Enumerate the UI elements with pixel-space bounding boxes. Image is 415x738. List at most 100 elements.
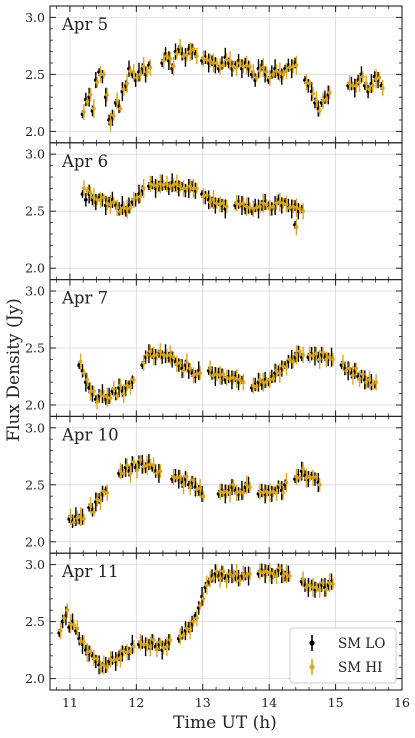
data-point [291,359,296,364]
data-point [277,566,282,570]
data-point [350,83,355,88]
data-point [115,205,120,210]
data-point [244,482,249,487]
data-point [327,355,332,360]
data-point [115,657,120,662]
data-point [327,580,332,585]
data-point [317,482,322,487]
data-point [171,474,176,479]
data-point [357,376,362,381]
data-point [364,81,369,86]
data-point [248,205,252,210]
data-point [364,380,369,385]
data-point [254,75,259,80]
data-point [65,608,70,613]
y-tick-label: 2.5 [25,614,45,629]
data-point [181,633,186,638]
data-point [145,70,149,75]
data-point [208,366,212,371]
data-point [271,204,276,209]
data-point [82,640,86,645]
data-point [271,376,276,381]
data-point [297,349,302,354]
data-point [168,56,173,61]
data-point [131,378,136,382]
panel-2: 2.0 2.5 3.0 Apr 6 [25,142,403,281]
data-point [291,64,296,69]
data-point [82,517,86,521]
data-point [307,81,312,86]
data-point [304,585,309,590]
data-point [191,373,196,378]
data-point [267,490,272,495]
data-point [151,183,156,187]
data-point [161,58,166,63]
data-point [178,474,183,479]
data-point [184,626,189,631]
data-point [72,520,76,525]
data-point [128,384,133,389]
data-point [91,510,96,515]
data-point [184,53,189,57]
data-point [271,489,276,494]
panel-label: Apr 5 [61,15,108,34]
data-point [188,184,193,189]
data-point [118,469,123,474]
data-point [284,365,289,370]
data-point [188,485,193,489]
data-point [158,349,163,354]
data-point [131,70,136,75]
data-point [194,616,199,621]
data-point [148,349,153,354]
data-point [287,574,292,578]
data-point [317,357,322,362]
data-point [108,120,113,125]
data-point [224,57,229,62]
data-point [111,200,116,204]
panel-label: Apr 6 [61,152,108,171]
data-point [354,366,359,371]
data-point [287,65,292,70]
data-point [228,490,232,495]
data-point [317,108,322,113]
data-point [234,201,239,206]
data-point [301,466,305,471]
data-point [178,634,183,639]
data-point [168,184,173,189]
data-point [201,56,206,61]
data-point [62,616,66,621]
y-tick-label: 3.0 [25,420,45,435]
legend-box [289,627,397,684]
series-sm-hi [82,174,305,236]
data-point [211,576,216,581]
data-point [294,225,299,230]
y-tick-label: 2.5 [25,67,45,82]
data-point [317,587,322,592]
data-point [171,183,176,187]
data-point [221,569,226,574]
data-point [307,583,312,588]
data-point [241,201,246,206]
data-point [238,378,242,382]
data-point [248,571,252,576]
data-point [155,647,159,651]
data-point [118,383,123,388]
data-point [244,204,249,209]
data-point [75,626,80,631]
data-point [321,98,325,103]
data-point [211,197,216,202]
data-point [135,468,139,472]
panel-4: 2.0 2.5 3.0 Apr 10 [25,415,403,554]
data-point [171,355,176,360]
data-point [181,54,186,59]
data-point [238,578,242,583]
data-point [228,571,232,576]
data-point [264,380,269,385]
data-point [75,515,80,520]
data-point [148,181,153,186]
data-point [281,490,286,495]
data-point [307,352,312,357]
data-point [118,656,123,660]
data-point [311,354,315,358]
data-point [101,393,106,398]
